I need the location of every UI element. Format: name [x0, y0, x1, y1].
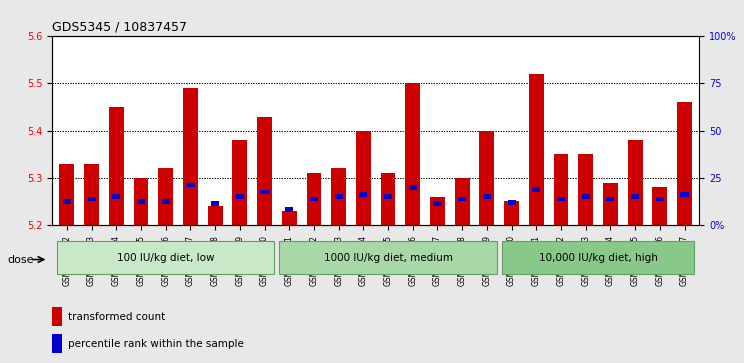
Text: GDS5345 / 10837457: GDS5345 / 10837457 — [52, 21, 187, 34]
Bar — [582, 195, 590, 199]
Bar — [631, 195, 639, 199]
Bar — [62, 199, 71, 204]
Bar — [282, 211, 297, 225]
Bar — [532, 187, 540, 192]
Bar — [60, 164, 74, 225]
Bar — [257, 117, 272, 225]
Bar — [655, 197, 664, 201]
Bar — [458, 197, 466, 201]
Bar — [381, 173, 396, 225]
Bar — [335, 195, 343, 199]
Bar — [331, 168, 346, 225]
FancyBboxPatch shape — [57, 241, 275, 274]
Bar — [52, 307, 62, 326]
Bar — [479, 131, 494, 225]
Bar — [434, 201, 441, 206]
Bar — [52, 334, 62, 353]
Bar — [652, 187, 667, 225]
FancyBboxPatch shape — [501, 241, 694, 274]
Bar — [186, 183, 194, 187]
Text: 10,000 IU/kg diet, high: 10,000 IU/kg diet, high — [539, 253, 658, 263]
Bar — [84, 164, 99, 225]
Bar — [557, 197, 565, 201]
Bar — [628, 140, 643, 225]
Bar — [109, 107, 124, 225]
Bar — [158, 168, 173, 225]
Text: dose: dose — [7, 254, 34, 265]
Bar — [554, 154, 568, 225]
Bar — [384, 195, 392, 199]
Bar — [112, 195, 121, 199]
Bar — [88, 197, 96, 201]
Bar — [285, 207, 293, 212]
Bar — [606, 197, 615, 201]
Bar — [359, 192, 368, 197]
Bar — [603, 183, 618, 225]
Bar — [405, 83, 420, 225]
Bar — [504, 201, 519, 225]
Bar — [236, 195, 244, 199]
FancyBboxPatch shape — [279, 241, 497, 274]
Bar — [529, 74, 544, 225]
Bar — [681, 192, 689, 197]
Bar — [183, 88, 198, 225]
Bar — [134, 178, 149, 225]
Bar — [408, 185, 417, 189]
Bar — [455, 178, 469, 225]
Bar — [307, 173, 321, 225]
Bar — [208, 206, 222, 225]
Bar — [137, 199, 145, 204]
Bar — [507, 200, 516, 205]
Text: transformed count: transformed count — [68, 311, 165, 322]
Bar — [260, 190, 269, 195]
Bar — [310, 197, 318, 201]
Bar — [161, 199, 170, 204]
Text: 100 IU/kg diet, low: 100 IU/kg diet, low — [117, 253, 214, 263]
Bar — [211, 201, 219, 206]
Bar — [356, 131, 371, 225]
Text: percentile rank within the sample: percentile rank within the sample — [68, 339, 244, 349]
Bar — [578, 154, 593, 225]
Text: 1000 IU/kg diet, medium: 1000 IU/kg diet, medium — [324, 253, 452, 263]
Bar — [232, 140, 247, 225]
Bar — [677, 102, 692, 225]
Bar — [430, 197, 445, 225]
Bar — [483, 195, 491, 199]
